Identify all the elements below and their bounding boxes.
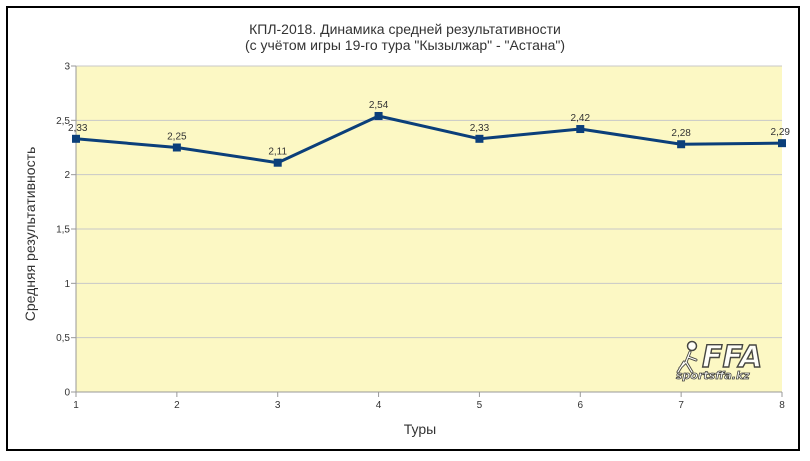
x-tick-label: 5 [477, 400, 483, 411]
data-label: 2,54 [369, 100, 389, 111]
data-point [374, 111, 383, 120]
data-point [273, 158, 282, 167]
series-layer [72, 111, 786, 167]
data-point [778, 139, 786, 148]
x-tick-label: 1 [73, 400, 79, 411]
data-point [172, 143, 181, 152]
x-tick-label: 2 [174, 400, 180, 411]
y-tick-label: 1 [64, 279, 70, 290]
x-tick-label: 3 [275, 400, 281, 411]
logo-name: FFA [702, 340, 762, 375]
x-tick-label: 4 [376, 400, 382, 411]
data-label: 2,33 [68, 123, 88, 134]
y-axis-label: Средняя результативность [22, 147, 38, 322]
chart-title: КПЛ-2018. Динамика средней результативно… [249, 21, 561, 37]
y-tick-label: 2,5 [56, 116, 70, 127]
logo-site: sportsffa.kz [676, 369, 750, 382]
chart-subtitle: (с учётом игры 19-го тура "Кызылжар" - "… [245, 37, 565, 53]
y-tick-label: 0,5 [56, 333, 70, 344]
data-point [576, 125, 585, 134]
x-tick-label: 6 [578, 400, 584, 411]
y-tick-label: 2 [64, 170, 70, 181]
y-tick-label: 3 [64, 62, 70, 73]
y-tick-labels: 0 0,5 1 1,5 2 2,5 3 [56, 62, 70, 399]
player-icon [676, 340, 698, 374]
data-label: 2,42 [571, 113, 591, 124]
data-point [72, 134, 80, 143]
ffa-logo: FFA sportsffa.kz [676, 339, 763, 382]
x-tick-labels: 1 2 3 4 5 6 7 8 [73, 400, 785, 411]
axes [75, 66, 783, 397]
x-axis-label: Туры [404, 421, 436, 437]
x-tick-label: 7 [678, 400, 684, 411]
data-labels: 2,33 2,25 2,11 2,54 2,33 2,42 2,28 2,29 [68, 100, 790, 158]
series-line [75, 114, 783, 165]
data-point [677, 140, 686, 149]
data-label: 2,33 [470, 123, 490, 134]
y-tick-label: 0 [64, 388, 70, 399]
data-label: 2,25 [167, 132, 187, 143]
y-tick-label: 1,5 [56, 225, 70, 236]
data-label: 2,11 [268, 147, 287, 158]
x-tick-label: 8 [779, 400, 785, 411]
data-label: 2,28 [671, 128, 691, 139]
data-point [475, 134, 484, 143]
data-label: 2,29 [771, 127, 791, 138]
grid-lines [71, 65, 782, 393]
